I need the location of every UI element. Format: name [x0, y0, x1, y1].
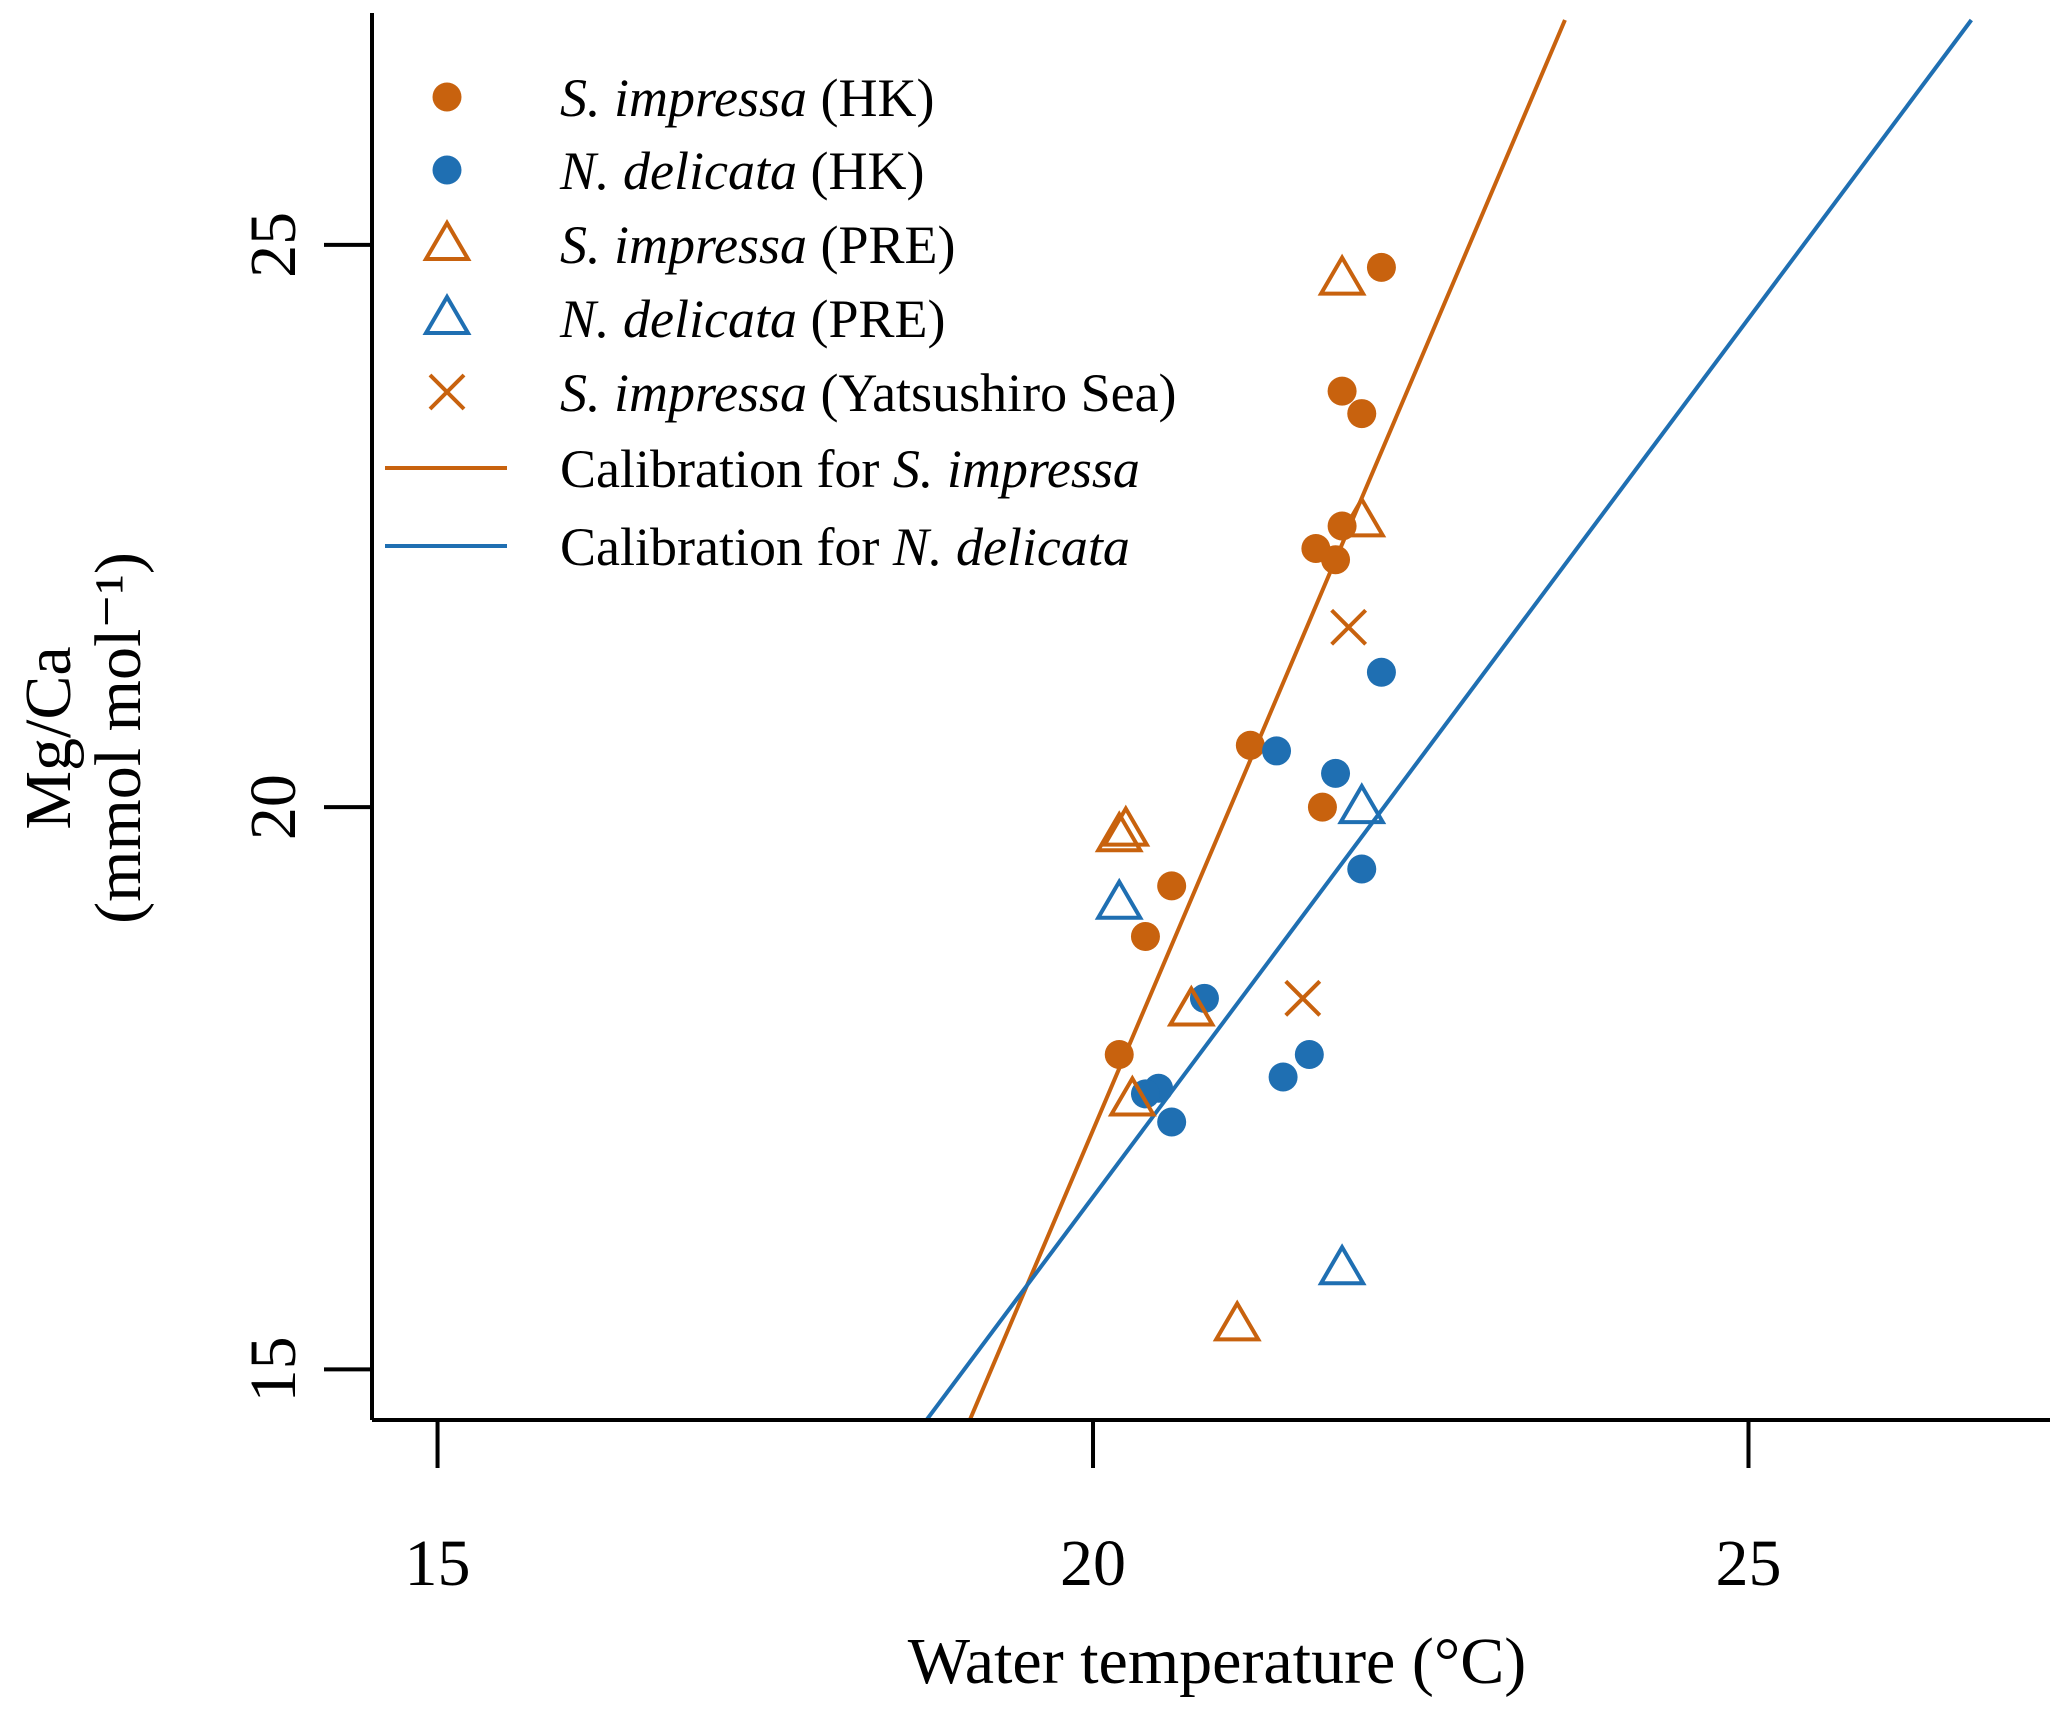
- data-point-series-3: [1166, 984, 1216, 1027]
- data-point-series-1: [1157, 871, 1187, 901]
- y-axis-title: Mg/Ca (mmol mol⁻¹): [12, 552, 155, 924]
- legend-label-5: S. impressa (Yatsushiro Sea): [560, 363, 1177, 423]
- data-point-series-1: [1366, 252, 1396, 282]
- y-tick-label: 25: [237, 212, 310, 278]
- legend: S. impressa (HK) N. delicata (HK) S. impre…: [385, 68, 1177, 577]
- legend-label-6: Calibration for S. impressa: [560, 439, 1140, 499]
- legend-label-1: S. impressa (HK): [560, 68, 934, 128]
- y-axis-title-line2: (mmol mol⁻¹): [82, 552, 155, 924]
- data-point-series-2: [1189, 983, 1219, 1013]
- data-point-series-3: [1107, 1074, 1157, 1117]
- plot-area: [924, 18, 1973, 1420]
- data-point-series-4: [1337, 782, 1387, 825]
- data-point-series-1: [1235, 730, 1265, 760]
- data-point-series-5: [1284, 979, 1322, 1017]
- y-tick-label: 15: [237, 1336, 310, 1402]
- data-point-series-2: [1366, 657, 1396, 687]
- data-point-series-1: [1347, 399, 1377, 429]
- x-tick-label: 15: [405, 1527, 471, 1600]
- data-point-series-3: [1317, 253, 1367, 296]
- data-point-series-5: [1330, 608, 1368, 646]
- data-point-series-3: [1337, 495, 1387, 538]
- data-point-series-1: [1130, 921, 1160, 951]
- legend-label-7: Calibration for N. delicata: [560, 517, 1130, 577]
- data-point-series-1: [1321, 545, 1351, 575]
- legend-symbol-4: [422, 293, 472, 335]
- legend-symbol-3: [422, 219, 472, 261]
- legend-symbol-1: [432, 82, 462, 112]
- data-point-series-1: [1307, 792, 1337, 822]
- calibration-line-n-delicata: [924, 18, 1973, 1420]
- x-tick-label: 25: [1715, 1527, 1781, 1600]
- legend-symbol-5: [428, 373, 466, 411]
- data-point-series-2: [1347, 854, 1377, 884]
- axes: 15 20 25 15 20 25: [237, 13, 2050, 1600]
- data-point-series-2: [1268, 1062, 1298, 1092]
- x-tick-label: 20: [1060, 1527, 1126, 1600]
- legend-label-3: S. impressa (PRE): [560, 215, 956, 275]
- data-point-series-1: [1327, 376, 1357, 406]
- data-point-series-3: [1094, 810, 1144, 853]
- legend-symbol-2: [432, 155, 462, 185]
- y-axis-title-line1: Mg/Ca: [12, 646, 85, 829]
- data-point-series-2: [1157, 1107, 1187, 1137]
- data-point-series-3: [1212, 1299, 1262, 1342]
- legend-label-4: N. delicata (PRE): [559, 289, 945, 349]
- y-tick-label: 20: [237, 774, 310, 840]
- data-point-series-3: [1101, 804, 1151, 847]
- calibration-line-s-impressa: [967, 19, 1567, 1420]
- data-point-series-4: [1317, 1243, 1367, 1286]
- x-axis-title: Water temperature (°C): [908, 1625, 1526, 1698]
- data-point-series-2: [1262, 736, 1292, 766]
- legend-label-2: N. delicata (HK): [559, 141, 924, 201]
- data-point-series-1: [1104, 1040, 1134, 1070]
- data-point-series-2: [1294, 1040, 1324, 1070]
- data-point-series-2: [1321, 758, 1351, 788]
- data-point-series-4: [1094, 877, 1144, 920]
